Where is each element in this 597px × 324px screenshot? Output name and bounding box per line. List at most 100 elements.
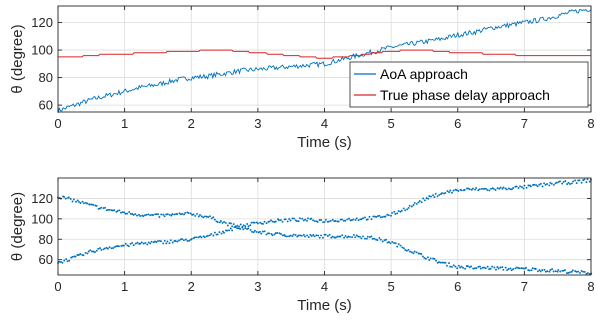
data-point (286, 220, 289, 223)
data-point (242, 224, 245, 227)
data-point (255, 230, 258, 233)
data-point (438, 261, 441, 264)
data-point (426, 256, 429, 259)
data-point (64, 197, 67, 200)
data-point (136, 214, 138, 217)
data-point (512, 268, 515, 271)
data-point (82, 254, 85, 257)
data-point (324, 218, 327, 221)
data-point (376, 239, 379, 242)
data-point (489, 267, 492, 270)
data-point (486, 265, 489, 268)
data-point (550, 182, 553, 185)
data-point (375, 215, 378, 218)
data-point (127, 245, 130, 248)
data-point (341, 234, 344, 237)
data-point (263, 230, 266, 233)
data-point (226, 229, 229, 232)
data-point (66, 260, 69, 263)
data-point (434, 192, 437, 195)
data-point (149, 242, 152, 245)
data-point (520, 186, 523, 189)
data-point (147, 241, 150, 244)
data-point (554, 182, 557, 185)
data-point (358, 235, 361, 238)
data-point (84, 201, 87, 204)
data-point (516, 266, 518, 269)
data-point (149, 214, 152, 217)
data-point (454, 265, 457, 268)
data-point (559, 270, 562, 273)
data-point (76, 254, 79, 256)
data-point (559, 180, 561, 183)
data-point (271, 234, 274, 237)
data-point (142, 242, 145, 245)
data-point (194, 236, 196, 239)
data-point (212, 234, 215, 237)
data-point (91, 250, 93, 253)
data-point (83, 202, 85, 205)
data-point (328, 220, 330, 223)
data-point (535, 184, 538, 187)
y-axis-label: θ (degree) (9, 192, 26, 261)
data-point (307, 236, 310, 239)
data-point (184, 211, 187, 214)
data-point (94, 251, 96, 254)
data-point (534, 268, 537, 270)
data-point (444, 191, 447, 194)
data-point (399, 244, 402, 247)
data-point (318, 236, 321, 239)
data-point (129, 212, 132, 215)
data-point (106, 247, 109, 250)
y-tick-label: 120 (31, 15, 53, 30)
data-point (168, 242, 171, 245)
data-point (302, 233, 305, 236)
data-point (296, 235, 299, 238)
data-point (420, 201, 423, 204)
data-point (334, 220, 337, 222)
data-point (452, 189, 455, 192)
data-point (402, 207, 405, 210)
data-point (230, 222, 232, 225)
data-point (173, 213, 176, 216)
data-point (331, 218, 334, 221)
data-point (510, 269, 513, 272)
data-point (518, 267, 521, 270)
data-point (435, 259, 438, 262)
data-point (160, 240, 163, 243)
data-point (234, 225, 237, 228)
data-point (569, 183, 571, 185)
data-point (90, 203, 93, 206)
data-point (510, 188, 513, 191)
data-point (306, 234, 309, 237)
data-point (409, 250, 411, 253)
y-tick-label: 60 (39, 252, 53, 267)
data-point (293, 217, 296, 220)
data-point (402, 247, 405, 250)
data-point (72, 198, 75, 201)
data-point (107, 208, 110, 211)
data-point (427, 197, 430, 200)
data-point (87, 250, 90, 253)
y-tick-label: 100 (31, 211, 53, 226)
data-point (100, 206, 103, 209)
data-point (192, 213, 195, 216)
data-point (477, 265, 480, 268)
data-point (187, 212, 190, 215)
data-point (81, 200, 84, 203)
data-point (218, 221, 221, 224)
data-point (129, 242, 132, 245)
data-point (373, 237, 376, 240)
data-point (514, 267, 517, 270)
data-point (289, 234, 292, 237)
data-point (77, 254, 80, 256)
data-point (423, 256, 426, 259)
data-point (569, 271, 571, 274)
data-point (178, 212, 181, 215)
data-point (347, 235, 350, 238)
data-point (527, 184, 530, 187)
data-point (467, 187, 470, 190)
data-point (475, 267, 478, 270)
data-point (216, 233, 219, 236)
data-point (200, 215, 203, 218)
